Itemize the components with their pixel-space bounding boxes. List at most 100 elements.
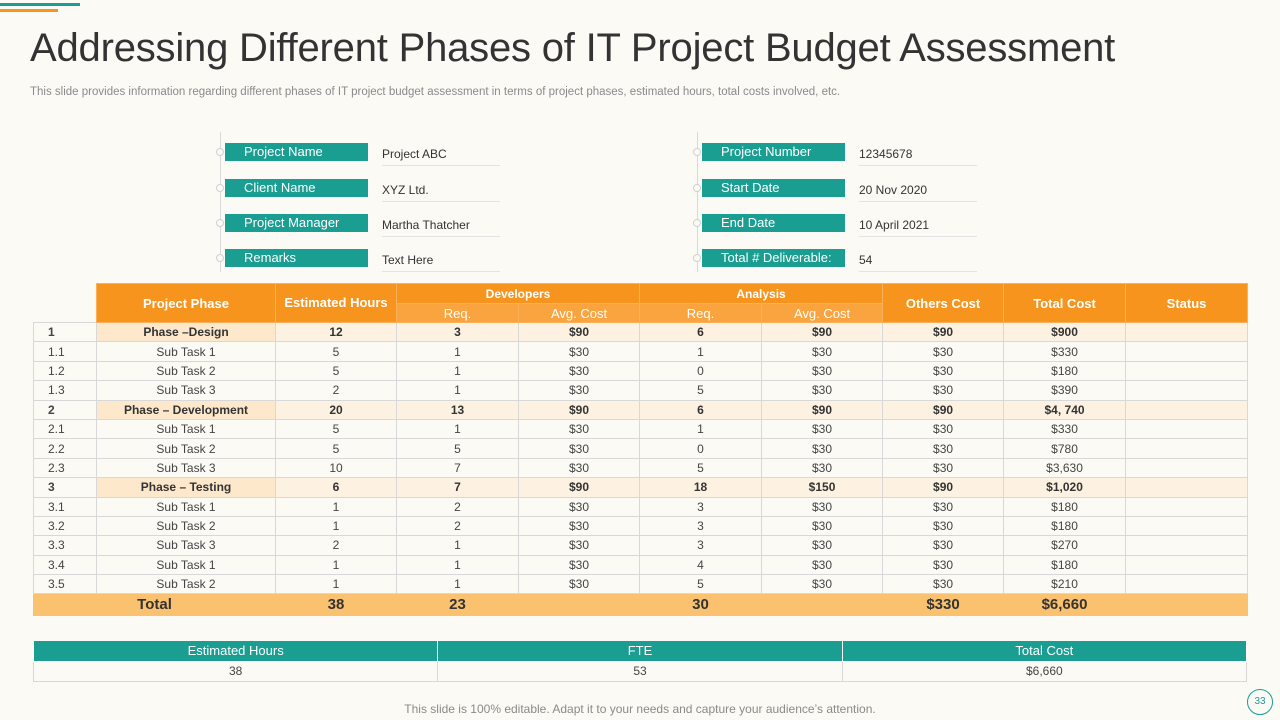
row-dev-cost[interactable]: $30 <box>517 515 641 537</box>
row-dev-req[interactable]: 1 <box>396 535 519 556</box>
total-analysis-req[interactable]: 30 <box>639 593 763 617</box>
row-dev-cost[interactable]: $30 <box>517 341 641 362</box>
row-hours[interactable]: 5 <box>275 360 397 382</box>
row-dev-req[interactable]: 1 <box>396 418 519 440</box>
row-analysis-req[interactable]: 0 <box>639 360 763 382</box>
row-total-cost[interactable]: $3,630 <box>1003 457 1127 479</box>
row-analysis-cost[interactable]: $30 <box>761 418 884 440</box>
row-dev-req[interactable]: 1 <box>396 360 519 382</box>
row-total-cost[interactable]: $180 <box>1003 554 1127 576</box>
info-value[interactable]: 10 April 2021 <box>859 218 977 237</box>
row-total-cost[interactable]: $210 <box>1003 574 1127 595</box>
row-others-cost[interactable]: $90 <box>882 477 1005 498</box>
row-dev-req[interactable]: 13 <box>396 399 519 420</box>
total-status[interactable] <box>1125 593 1249 617</box>
row-others-cost[interactable]: $30 <box>882 515 1005 537</box>
row-others-cost[interactable]: $30 <box>882 554 1005 576</box>
row-analysis-cost[interactable]: $30 <box>761 515 884 537</box>
total-dev-req[interactable]: 23 <box>396 593 519 617</box>
row-analysis-req[interactable]: 3 <box>639 535 763 556</box>
row-total-cost[interactable]: $4, 740 <box>1003 399 1127 420</box>
info-value[interactable]: Text Here <box>382 253 500 272</box>
row-analysis-req[interactable]: 6 <box>639 399 763 420</box>
row-status[interactable] <box>1125 574 1249 595</box>
row-status[interactable] <box>1125 380 1249 401</box>
row-others-cost[interactable]: $30 <box>882 574 1005 595</box>
row-dev-cost[interactable]: $90 <box>517 321 641 343</box>
row-analysis-cost[interactable]: $90 <box>761 321 884 343</box>
summary-fte[interactable]: 53 <box>437 660 843 682</box>
row-status[interactable] <box>1125 321 1249 343</box>
row-hours[interactable]: 2 <box>275 380 397 401</box>
row-total-cost[interactable]: $180 <box>1003 496 1127 517</box>
row-phase-name[interactable]: Phase – Testing <box>96 477 276 498</box>
summary-total-cost[interactable]: $6,660 <box>841 660 1248 682</box>
row-others-cost[interactable]: $30 <box>882 457 1005 479</box>
row-dev-req[interactable]: 1 <box>396 341 519 362</box>
row-others-cost[interactable]: $30 <box>882 438 1005 459</box>
row-phase-name[interactable]: Sub Task 2 <box>96 574 276 595</box>
row-total-cost[interactable]: $180 <box>1003 515 1127 537</box>
row-total-cost[interactable]: $1,020 <box>1003 477 1127 498</box>
row-total-cost[interactable]: $780 <box>1003 438 1127 459</box>
row-analysis-req[interactable]: 1 <box>639 341 763 362</box>
row-status[interactable] <box>1125 457 1249 479</box>
row-hours[interactable]: 1 <box>275 554 397 576</box>
row-phase-name[interactable]: Sub Task 3 <box>96 535 276 556</box>
row-hours[interactable]: 1 <box>275 496 397 517</box>
row-dev-cost[interactable]: $90 <box>517 477 641 498</box>
row-dev-cost[interactable]: $30 <box>517 380 641 401</box>
row-dev-req[interactable]: 2 <box>396 515 519 537</box>
row-phase-name[interactable]: Sub Task 3 <box>96 457 276 479</box>
row-analysis-cost[interactable]: $30 <box>761 535 884 556</box>
row-dev-req[interactable]: 7 <box>396 477 519 498</box>
row-phase-name[interactable]: Sub Task 1 <box>96 496 276 517</box>
row-status[interactable] <box>1125 496 1249 517</box>
row-dev-req[interactable]: 3 <box>396 321 519 343</box>
row-others-cost[interactable]: $30 <box>882 535 1005 556</box>
row-phase-name[interactable]: Sub Task 2 <box>96 515 276 537</box>
row-hours[interactable]: 10 <box>275 457 397 479</box>
row-others-cost[interactable]: $90 <box>882 399 1005 420</box>
row-phase-name[interactable]: Sub Task 2 <box>96 360 276 382</box>
row-total-cost[interactable]: $180 <box>1003 360 1127 382</box>
row-analysis-req[interactable]: 0 <box>639 438 763 459</box>
row-dev-cost[interactable]: $30 <box>517 554 641 576</box>
row-analysis-cost[interactable]: $30 <box>761 457 884 479</box>
row-dev-cost[interactable]: $90 <box>517 399 641 420</box>
row-status[interactable] <box>1125 477 1249 498</box>
row-phase-name[interactable]: Phase – Development <box>96 399 276 420</box>
row-others-cost[interactable]: $30 <box>882 341 1005 362</box>
row-dev-req[interactable]: 1 <box>396 574 519 595</box>
row-phase-name[interactable]: Sub Task 1 <box>96 418 276 440</box>
row-hours[interactable]: 1 <box>275 515 397 537</box>
row-status[interactable] <box>1125 554 1249 576</box>
row-status[interactable] <box>1125 535 1249 556</box>
row-dev-req[interactable]: 7 <box>396 457 519 479</box>
row-phase-name[interactable]: Sub Task 2 <box>96 438 276 459</box>
row-phase-name[interactable]: Sub Task 3 <box>96 380 276 401</box>
row-dev-req[interactable]: 5 <box>396 438 519 459</box>
info-value[interactable]: 54 <box>859 253 977 272</box>
row-analysis-cost[interactable]: $30 <box>761 341 884 362</box>
row-dev-req[interactable]: 1 <box>396 554 519 576</box>
row-analysis-cost[interactable]: $30 <box>761 438 884 459</box>
row-analysis-cost[interactable]: $30 <box>761 380 884 401</box>
row-analysis-req[interactable]: 3 <box>639 515 763 537</box>
info-value[interactable]: Martha Thatcher <box>382 218 500 237</box>
row-analysis-cost[interactable]: $90 <box>761 399 884 420</box>
row-hours[interactable]: 5 <box>275 438 397 459</box>
row-analysis-req[interactable]: 5 <box>639 574 763 595</box>
row-status[interactable] <box>1125 438 1249 459</box>
row-dev-cost[interactable]: $30 <box>517 457 641 479</box>
total-hours[interactable]: 38 <box>275 593 397 617</box>
row-others-cost[interactable]: $30 <box>882 360 1005 382</box>
row-total-cost[interactable]: $330 <box>1003 418 1127 440</box>
row-phase-name[interactable]: Sub Task 1 <box>96 554 276 576</box>
row-hours[interactable]: 5 <box>275 341 397 362</box>
row-dev-cost[interactable]: $30 <box>517 360 641 382</box>
total-dev-cost[interactable] <box>517 593 641 617</box>
row-analysis-req[interactable]: 18 <box>639 477 763 498</box>
row-status[interactable] <box>1125 341 1249 362</box>
row-status[interactable] <box>1125 360 1249 382</box>
